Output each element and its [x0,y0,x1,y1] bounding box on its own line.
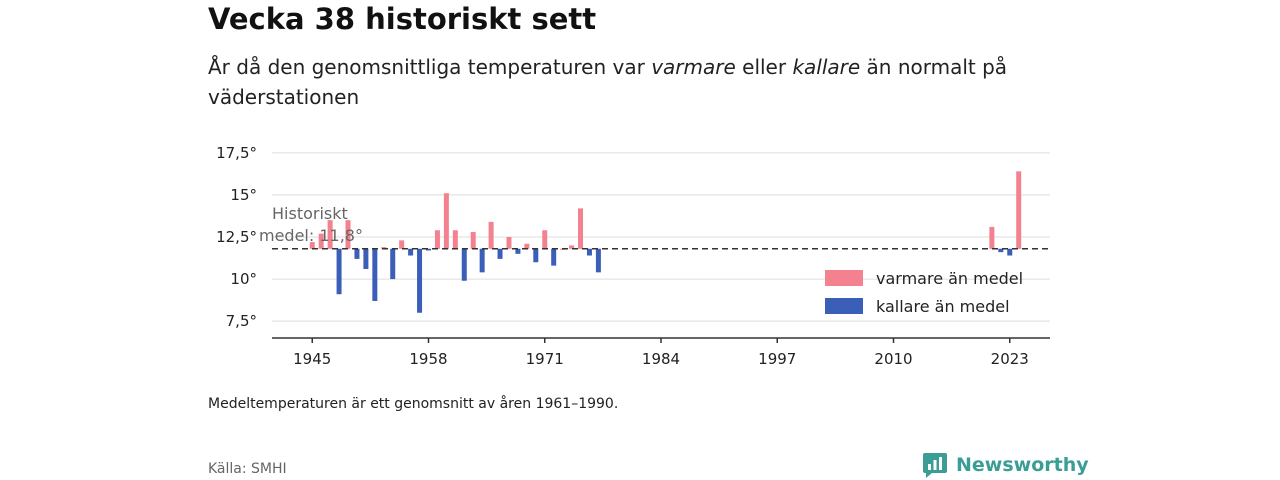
y-tick-label: 15° [230,186,257,204]
bar-colder [336,248,342,295]
bar-warmer [399,240,405,249]
bar-colder [363,248,369,269]
legend-label-colder: kallare än medel [876,297,1010,316]
newsworthy-logo-icon [923,453,947,478]
x-tick-label: 2010 [874,350,912,368]
bar-colder [1007,248,1013,256]
bar-colder [479,248,485,273]
chart-subtitle: År då den genomsnittliga temperaturen va… [208,52,1068,112]
subtitle-colder: kallare [792,55,861,79]
baseline-annotation: Historiskt [272,204,348,223]
y-tick-label: 12,5° [216,228,257,246]
y-tick-label: 10° [230,270,257,288]
footnote: Medeltemperaturen är ett genomsnitt av å… [208,396,619,412]
x-tick-label: 1971 [526,350,564,368]
bar-warmer [318,233,324,249]
bar-colder [533,248,539,263]
bar-warmer [578,208,584,249]
bar-warmer [345,220,351,249]
bar-warmer [309,242,315,249]
legend-label-warmer: varmare än medel [876,269,1023,288]
bar-colder [551,248,557,266]
baseline-annotation: medel: 11,8° [259,226,363,245]
bar-warmer [524,243,530,249]
bar-colder [425,248,431,251]
bar-warmer [542,230,548,249]
bar-colder [390,248,396,280]
bar-colder [417,248,423,313]
temperature-bar-chart: 7,5° 10° 12,5° 15° 17,5° 1945 1958 1971 1984 1997… [216,144,1050,368]
bar-warmer [569,245,575,249]
bar-colder [461,248,467,281]
y-tick-label: 7,5° [226,312,257,330]
bar-warmer [506,237,512,249]
bar-colder [998,248,1004,253]
chart-title: Vecka 38 historiskt sett [208,2,597,36]
bar-colder [372,248,378,301]
brand-logo: Newsworthy [922,450,1089,480]
bar-warmer [452,230,458,249]
bar-warmer [443,193,449,249]
bar-colder [497,248,503,259]
x-tick-label: 1958 [409,350,447,368]
subtitle-text-2: eller [735,55,793,79]
bar-warmer [989,226,995,249]
subtitle-text-3: än normalt på väderstationen [208,55,1008,109]
y-tick-label: 17,5° [216,144,257,162]
bar-warmer [434,230,440,249]
bar-warmer [327,220,333,249]
subtitle-text-1: År då den genomsnittliga temperaturen va… [208,55,652,79]
legend-swatch-colder [825,298,863,314]
bar-warmer [1016,171,1022,249]
bar-colder [586,248,592,256]
x-tick-label: 2023 [991,350,1029,368]
brand-name: Newsworthy [956,454,1089,476]
bar-warmer [470,231,476,249]
bar-warmer [488,221,494,249]
bar-warmer [381,247,387,249]
x-tick-label: 1945 [293,350,331,368]
x-tick-label: 1984 [642,350,680,368]
legend-swatch-warmer [825,270,863,286]
bar-colder [595,248,601,273]
source-text: Källa: SMHI [208,461,287,477]
subtitle-warmer: varmare [651,55,736,79]
x-tick-label: 1997 [758,350,796,368]
bar-colder [515,248,521,254]
bar-colder [354,248,360,259]
bar-colder [408,248,414,256]
